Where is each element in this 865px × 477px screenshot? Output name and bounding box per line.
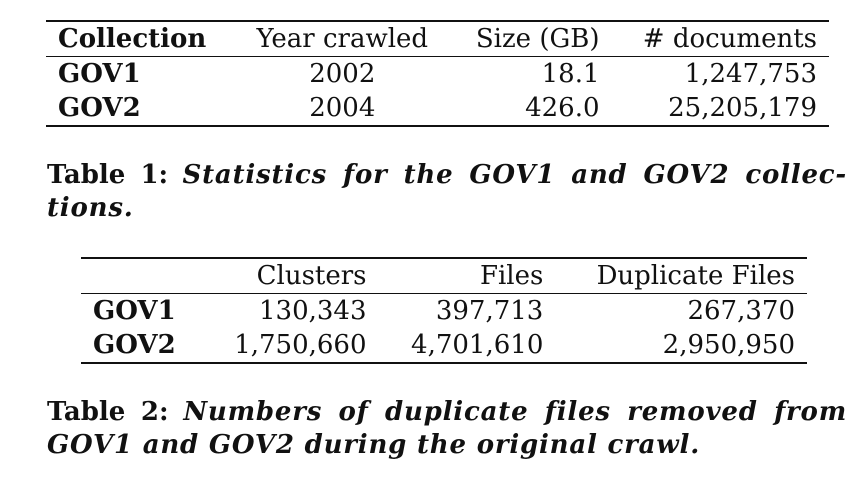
caption-label: Table 1: — [47, 160, 169, 190]
collection-name: GOV1 — [93, 296, 176, 326]
caption-text: Statistics for the GOV1 and GOV2 collec-… — [47, 160, 848, 223]
size-cell: 18.1 — [541, 59, 600, 89]
header-documents: # documents — [611, 20, 829, 57]
year-crawled-cell: 2002 — [309, 59, 376, 89]
table-header-row: Collection Year crawled Size (GB) # docu… — [46, 20, 829, 57]
header-duplicate-files: Duplicate Files — [555, 257, 807, 294]
header-clusters: Clusters — [201, 257, 379, 294]
collection-name: GOV2 — [81, 328, 202, 364]
documents-cell: 1,247,753 — [684, 59, 817, 89]
header-collection: Collection — [46, 20, 235, 57]
table-row: GOV2 1,750,660 4,701,610 2,950,950 — [81, 328, 807, 364]
caption-text: Numbers of duplicate files removed from … — [47, 397, 848, 460]
table-caption: Table 2: Numbers of duplicate files remo… — [47, 396, 847, 462]
files-cell: 397,713 — [435, 296, 544, 326]
caption-label: Table 2: — [47, 397, 169, 427]
header-year-crawled: Year crawled — [235, 20, 450, 57]
table-row: GOV1 2002 18.1 1,247,753 — [46, 57, 829, 92]
header-files: Files — [378, 257, 556, 294]
duplicates-table: Clusters Files Duplicate Files GOV1 130,… — [81, 257, 807, 364]
statistics-table: Collection Year crawled Size (GB) # docu… — [46, 20, 829, 127]
size-cell: 426.0 — [449, 91, 612, 127]
duplicate-files-cell: 2,950,950 — [555, 328, 807, 364]
files-cell: 4,701,610 — [378, 328, 556, 364]
duplicate-files-cell: 267,370 — [687, 296, 795, 326]
table-caption: Table 1: Statistics for the GOV1 and GOV… — [47, 159, 847, 225]
header-empty — [81, 257, 202, 294]
collection-name: GOV1 — [58, 59, 141, 89]
clusters-cell: 130,343 — [258, 296, 367, 326]
header-size: Size (GB) — [449, 20, 612, 57]
collection-name: GOV2 — [46, 91, 235, 127]
clusters-cell: 1,750,660 — [201, 328, 379, 364]
year-crawled-cell: 2004 — [235, 91, 450, 127]
table-row: GOV1 130,343 397,713 267,370 — [81, 294, 807, 329]
table-header-row: Clusters Files Duplicate Files — [81, 257, 807, 294]
documents-cell: 25,205,179 — [611, 91, 829, 127]
table-row: GOV2 2004 426.0 25,205,179 — [46, 91, 829, 127]
